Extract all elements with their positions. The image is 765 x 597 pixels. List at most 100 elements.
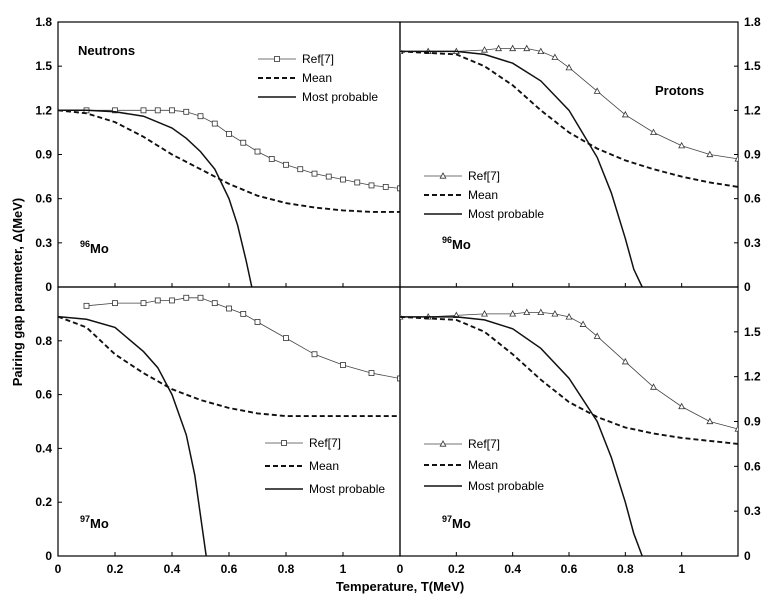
x-tick-label: 0.2: [448, 562, 465, 576]
data-point-triangle: [593, 87, 601, 94]
data-point-square: [211, 300, 218, 307]
legend-label-mean: Mean: [468, 188, 498, 202]
data-point-triangle: [509, 44, 517, 52]
x-tick-label: 0.4: [504, 562, 521, 576]
x-tick-label: 0.8: [278, 562, 295, 576]
series-most: [400, 50, 643, 287]
y-tick-label: 0: [744, 549, 751, 563]
data-point-triangle: [706, 417, 714, 425]
data-point-square: [112, 107, 118, 114]
nucleus-label: 97Mo: [80, 514, 109, 531]
data-point-triangle: [537, 47, 545, 55]
data-point-square: [140, 107, 147, 114]
y-tick-label: 1.5: [744, 325, 761, 339]
data-point-square: [140, 300, 147, 307]
data-point-square: [325, 173, 332, 180]
data-point-triangle: [650, 128, 657, 136]
data-point-triangle: [537, 308, 545, 316]
y-tick-label: 0: [45, 549, 52, 563]
series-line-ref: [400, 311, 738, 430]
data-point-square: [311, 351, 318, 358]
data-point-square: [211, 120, 218, 127]
legend-label-ref: Ref[7]: [468, 437, 500, 451]
data-point-square: [368, 370, 375, 376]
data-point-square: [112, 300, 118, 307]
data-point-square: [183, 108, 190, 115]
x-tick-label: 0: [55, 562, 62, 576]
data-point-square: [183, 294, 190, 301]
legend-marker-triangle: [439, 172, 447, 179]
legend-marker-triangle: [439, 440, 447, 447]
data-point-square: [283, 335, 289, 342]
y-tick-label: 1.5: [744, 59, 761, 73]
y-tick-label: 0.2: [35, 495, 52, 509]
x-tick-label: 0.4: [164, 562, 181, 576]
series-line-ref: [86, 109, 400, 189]
legend: Ref[7] Mean Most probable: [424, 169, 544, 221]
data-point-triangle: [551, 53, 559, 60]
data-point-square: [382, 183, 389, 190]
series-ref: [83, 107, 400, 192]
nucleus-symbol: Mo: [90, 241, 109, 256]
data-point-square: [340, 176, 346, 183]
x-tick-label: 0.2: [107, 562, 124, 576]
panel-2: 0 0.3 0.6 0.9 1.2 1.5 1.8 Protons 96Mo Ref[7] Mean…: [399, 15, 761, 294]
data-point-square: [254, 148, 261, 155]
panel-4: 0 0.2 0.4 0.6 0.8 1 0 0.3 0.6 0.9 1.2 1.5 97Mo Ref[7]…: [397, 286, 761, 576]
data-point-square: [169, 107, 175, 114]
data-point-triangle: [481, 310, 488, 317]
data-point-square: [197, 294, 204, 301]
y-tick-label: 1.5: [35, 59, 52, 73]
x-tick-label: 0: [397, 562, 404, 576]
series-line-mean: [400, 50, 738, 188]
data-point-triangle: [565, 313, 573, 320]
series-ref: [400, 308, 738, 432]
x-tick-label: 0.6: [221, 562, 238, 576]
series-line-most: [400, 316, 643, 556]
y-tick-label: 0.6: [744, 459, 761, 473]
legend-marker-square: [274, 56, 280, 62]
series-line-ref: [86, 297, 400, 379]
y-tick-label: 1.2: [744, 370, 761, 384]
data-point-square: [311, 170, 318, 177]
data-point-triangle: [495, 44, 503, 52]
data-point-square: [397, 375, 400, 382]
legend-label-most: Most probable: [468, 207, 544, 221]
panel-frame: [399, 21, 739, 288]
data-point-square: [240, 139, 247, 146]
y-axis-title: Pairing gap parameter, Δ(MeV): [10, 198, 25, 387]
series-line-most: [58, 109, 253, 287]
series-most: [58, 315, 207, 556]
data-point-square: [197, 113, 204, 120]
series-line-ref: [400, 48, 738, 160]
data-point-square: [154, 107, 161, 114]
data-point-square: [283, 161, 289, 168]
y-tick-label: 0.3: [35, 236, 52, 250]
data-point-triangle: [621, 110, 629, 118]
data-point-square: [83, 302, 90, 309]
x-tick-label: 1: [340, 562, 347, 576]
data-point-triangle: [678, 402, 686, 410]
series-line-mean: [58, 109, 400, 213]
y-tick-label: 1.8: [744, 15, 761, 29]
data-point-square: [226, 305, 232, 312]
nucleus-mass: 96: [80, 239, 90, 249]
data-point-square: [240, 310, 247, 317]
data-point-triangle: [734, 425, 738, 432]
y-tick-label: 1.2: [35, 103, 52, 117]
data-point-square: [368, 182, 375, 189]
y-tick-label: 0.9: [35, 148, 52, 162]
legend-label-ref: Ref[7]: [302, 52, 334, 66]
y-tick-label: 0.6: [35, 388, 52, 402]
data-point-triangle: [565, 63, 573, 71]
y-tick-label: 1.8: [35, 15, 52, 29]
data-point-triangle: [678, 141, 686, 149]
series-most: [400, 316, 643, 556]
y-tick-label: 0: [45, 280, 52, 294]
legend: Ref[7] Mean Most probable: [424, 437, 544, 493]
data-point-triangle: [650, 383, 657, 390]
legend-label-most: Most probable: [309, 482, 385, 496]
data-point-triangle: [706, 150, 714, 158]
legend: Ref[7] Mean Most probable: [258, 52, 378, 104]
